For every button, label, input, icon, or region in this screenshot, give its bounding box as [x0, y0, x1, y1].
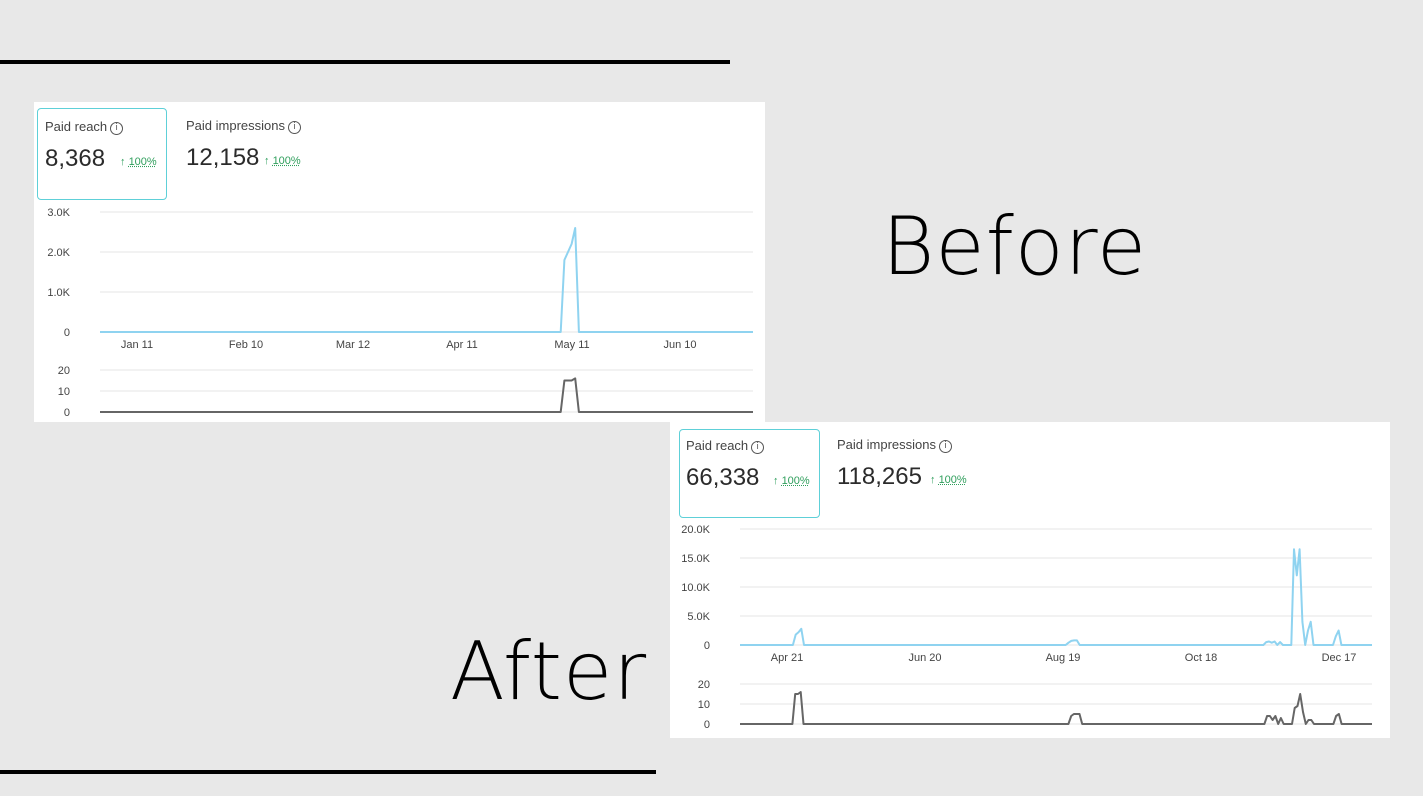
x-tick-label: Mar 12	[336, 339, 370, 351]
change-percent: 100%	[272, 155, 301, 167]
before-label: Before	[882, 200, 1148, 293]
x-tick-label: Apr 21	[771, 652, 803, 664]
before-panel: Paid reach i 8,368 ↑ 100% Paid impression…	[34, 102, 765, 422]
paid-impressions-tab[interactable]: Paid impressions i 12,158 ↑ 100%	[179, 108, 339, 198]
after-label: After	[450, 625, 648, 718]
y-tick-label: 20	[698, 679, 710, 691]
paid-reach-tab[interactable]: Paid reach i 8,368 ↑ 100%	[37, 108, 167, 200]
y-tick-label: 10	[58, 386, 70, 398]
bottom-divider	[0, 770, 656, 774]
series-line	[100, 377, 753, 413]
arrow-up-icon: ↑	[930, 474, 936, 486]
x-tick-label: Aug 19	[1046, 652, 1081, 664]
paid-impressions-tab[interactable]: Paid impressions i 118,265 ↑ 100%	[830, 429, 1000, 516]
change-percent: 100%	[781, 475, 810, 487]
arrow-up-icon: ↑	[264, 155, 270, 167]
after-secondary-chart: 20 10 0	[698, 679, 1372, 731]
before-secondary-chart: 20 10 0	[58, 365, 753, 419]
y-tick-label: 0	[64, 407, 70, 419]
y-tick-label: 0	[64, 327, 70, 339]
top-divider	[0, 60, 730, 64]
x-tick-label: Jun 20	[908, 652, 941, 664]
after-reach-chart: 20.0K 15.0K 10.0K 5.0K 0 Apr 21 Jun 20 Aug 19 Oc…	[681, 524, 1372, 664]
series-line	[100, 227, 753, 333]
y-tick-label: 1.0K	[47, 287, 70, 299]
paid-reach-tab[interactable]: Paid reach i 66,338 ↑ 100%	[679, 429, 820, 518]
metric-label: Paid reach	[686, 438, 749, 453]
info-circle-icon[interactable]: i	[288, 121, 301, 134]
x-tick-label: Jan 11	[121, 339, 153, 351]
metric-value: 8,368	[45, 145, 106, 172]
change-percent: 100%	[128, 156, 157, 168]
change-percent: 100%	[938, 474, 967, 486]
y-tick-label: 5.0K	[687, 611, 710, 623]
metric-label: Paid impressions	[837, 437, 936, 452]
metric-value: 66,338	[686, 464, 760, 491]
after-panel: Paid reach i 66,338 ↑ 100% Paid impressio…	[670, 422, 1390, 738]
metric-value: 118,265	[837, 463, 922, 490]
x-tick-label: Dec 17	[1322, 652, 1357, 664]
metric-label: Paid reach	[45, 119, 108, 134]
metric-label: Paid impressions	[186, 118, 285, 133]
y-tick-label: 10	[698, 699, 710, 711]
y-tick-label: 20.0K	[681, 524, 710, 536]
y-tick-label: 2.0K	[47, 247, 70, 259]
before-reach-chart: 3.0K 2.0K 1.0K 0 Jan 11 Feb 10 Mar 12 Apr 11 May…	[47, 207, 753, 351]
y-tick-label: 15.0K	[681, 553, 710, 565]
arrow-up-icon: ↑	[773, 475, 779, 487]
arrow-up-icon: ↑	[120, 156, 126, 168]
y-tick-label: 0	[704, 640, 710, 652]
info-circle-icon[interactable]: i	[751, 441, 765, 454]
series-line	[740, 548, 1372, 646]
metric-value: 12,158	[186, 144, 260, 171]
x-tick-label: Feb 10	[229, 339, 263, 351]
y-tick-label: 20	[58, 365, 70, 377]
x-tick-label: Oct 18	[1185, 652, 1217, 664]
x-tick-label: May 11	[554, 339, 589, 351]
y-tick-label: 0	[704, 719, 710, 731]
info-circle-icon[interactable]: i	[939, 440, 952, 453]
info-circle-icon[interactable]: i	[110, 122, 124, 135]
x-tick-label: Jun 10	[663, 339, 696, 351]
series-line	[740, 691, 1372, 725]
y-tick-label: 3.0K	[47, 207, 70, 219]
y-tick-label: 10.0K	[681, 582, 710, 594]
x-tick-label: Apr 11	[446, 339, 478, 351]
